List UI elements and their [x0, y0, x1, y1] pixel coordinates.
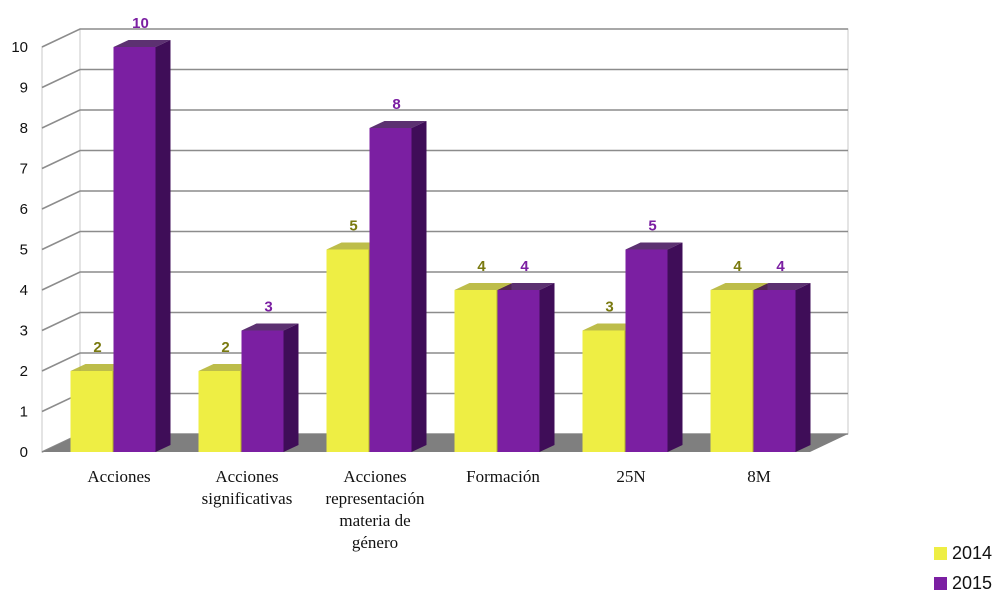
category-label-line: representación [325, 489, 425, 508]
category-label-line: materia de [339, 511, 410, 530]
data-label: 3 [264, 299, 272, 316]
bar-top [326, 242, 384, 250]
data-label: 5 [648, 218, 656, 235]
y-tick-label: 8 [20, 120, 28, 137]
gridline [41, 271, 848, 291]
bar [369, 121, 427, 452]
data-label: 4 [477, 258, 486, 275]
bar-front [241, 330, 284, 452]
y-tick-label: 9 [20, 80, 28, 97]
y-tick-label: 5 [20, 242, 28, 259]
bar-side [795, 283, 811, 452]
y-tick-label: 0 [20, 444, 28, 461]
bar-front [454, 290, 497, 452]
data-label: 2 [93, 339, 101, 356]
bar-top [70, 364, 128, 371]
bar-top [113, 40, 171, 47]
data-labels: 2 10 2 3 5 8 4 4 3 5 4 4 [93, 15, 785, 356]
bar-side [667, 242, 683, 452]
gridline [41, 311, 848, 332]
gridline [41, 68, 848, 89]
bar [113, 40, 171, 452]
data-label: 3 [605, 299, 613, 316]
y-tick-label: 7 [20, 161, 28, 178]
gridline [41, 149, 848, 170]
data-label: 4 [776, 258, 785, 275]
gridline [41, 109, 848, 129]
legend-item-2015: 2015 [934, 568, 992, 598]
bar-front [582, 330, 625, 452]
bar-front [369, 128, 412, 452]
bar-front [326, 249, 369, 452]
bar-top [582, 323, 640, 331]
legend-label-2015: 2015 [952, 572, 993, 593]
x-axis: Acciones Acciones significativas Acciones re… [87, 467, 770, 552]
bar-top [710, 283, 768, 290]
y-tick-label: 10 [11, 39, 28, 56]
bars [70, 40, 811, 452]
category-label: Formación [466, 467, 540, 486]
bar-top [241, 323, 299, 331]
data-label: 4 [520, 258, 529, 275]
y-tick-label: 2 [20, 363, 28, 380]
data-label: 8 [392, 96, 400, 113]
bar-top [753, 283, 811, 290]
category-label-line: 8M [747, 467, 771, 486]
y-tick-label: 1 [20, 404, 28, 421]
bar-front [753, 290, 796, 452]
data-label: 5 [349, 218, 357, 235]
bar-front [497, 290, 540, 452]
y-tick-label: 4 [20, 282, 28, 299]
bar-side [155, 40, 171, 452]
data-label: 2 [221, 339, 229, 356]
gridline [41, 230, 848, 251]
legend-swatch-2015 [934, 576, 947, 590]
category-label: Acciones [87, 467, 150, 486]
data-label: 10 [132, 15, 149, 32]
category-label-line: Formación [466, 467, 540, 486]
bar-top [198, 364, 256, 371]
y-tick-label: 3 [20, 323, 28, 340]
category-label-line: género [352, 533, 398, 552]
bar [753, 283, 811, 452]
bar-side [411, 121, 427, 452]
legend-label-2014: 2014 [952, 542, 993, 563]
y-tick-label: 6 [20, 201, 28, 218]
bar-side [283, 323, 299, 452]
bar-top [454, 283, 512, 290]
bar-front [113, 47, 156, 452]
legend-swatch-2014 [934, 546, 947, 560]
bar-top [625, 242, 683, 250]
bar-front [625, 249, 668, 452]
y-axis: 0 1 2 3 4 5 6 7 8 9 10 [11, 39, 28, 461]
category-label-line: Acciones [343, 467, 406, 486]
data-label: 4 [733, 258, 742, 275]
bar-front [198, 371, 241, 452]
gridline [41, 190, 848, 210]
bar-front [710, 290, 753, 452]
category-label: 25N [616, 467, 645, 486]
legend-item-2014: 2014 [934, 538, 992, 568]
bar-top [497, 283, 555, 290]
category-label-line: Acciones [215, 467, 278, 486]
category-label-line: Acciones [87, 467, 150, 486]
bar-front [70, 371, 113, 452]
category-label: 8M [747, 467, 771, 486]
category-label: Acciones representación materia de género [325, 467, 425, 552]
bar-top [369, 121, 427, 128]
legend: 2014 2015 [934, 538, 992, 598]
bar [625, 242, 683, 452]
bar-side [539, 283, 555, 452]
category-label: Acciones significativas [202, 467, 293, 508]
bar [241, 323, 299, 452]
category-label-line: 25N [616, 467, 645, 486]
bar [497, 283, 555, 452]
gridline [41, 28, 848, 48]
category-label-line: significativas [202, 489, 293, 508]
